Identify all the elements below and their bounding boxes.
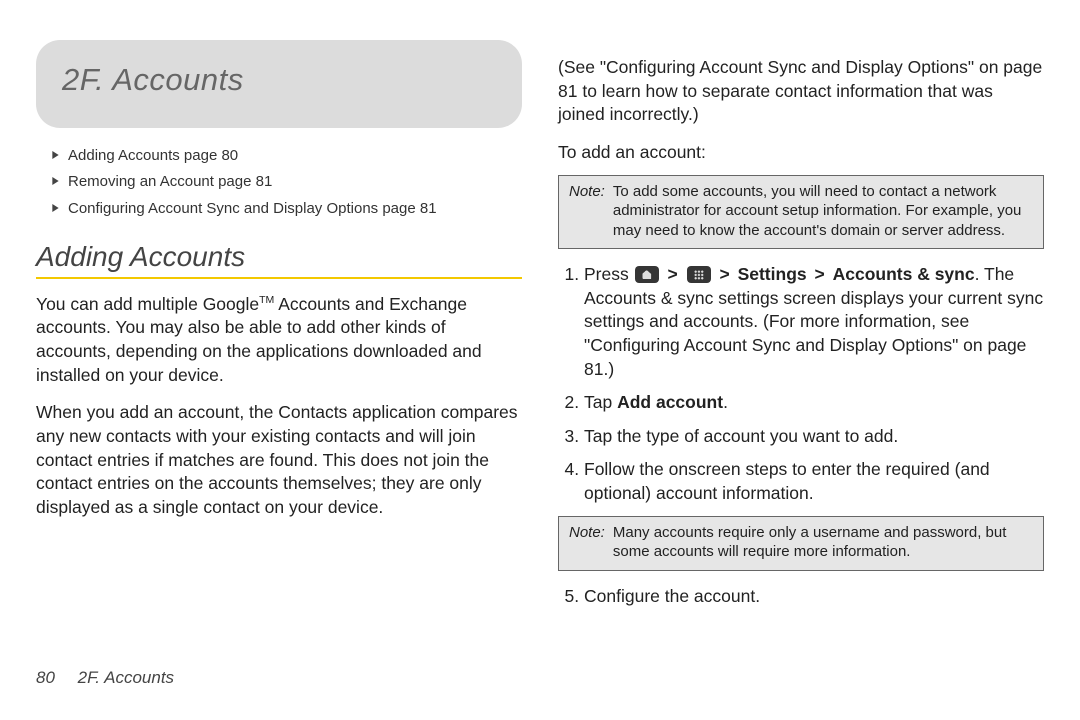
step-item: Configure the account. bbox=[584, 585, 1044, 609]
apps-button-icon bbox=[687, 266, 711, 283]
add-account-label: Add account bbox=[617, 392, 723, 412]
chevron-icon: > bbox=[719, 263, 729, 287]
page-content: 2F. Accounts Adding Accounts page 80 Rem… bbox=[0, 0, 1080, 628]
toc-item: Configuring Account Sync and Display Opt… bbox=[52, 199, 522, 219]
note-label: Note: bbox=[569, 523, 605, 562]
step-item: Tap the type of account you want to add. bbox=[584, 425, 1044, 449]
toc-item: Removing an Account page 81 bbox=[52, 172, 522, 192]
note-box: Note: Many accounts require only a usern… bbox=[558, 516, 1044, 571]
home-button-icon bbox=[635, 266, 659, 283]
section-rule bbox=[36, 277, 522, 279]
note-box: Note: To add some accounts, you will nee… bbox=[558, 175, 1044, 250]
footer-section: 2F. Accounts bbox=[78, 668, 174, 687]
text: . bbox=[723, 392, 728, 412]
right-column: (See "Configuring Account Sync and Displ… bbox=[540, 40, 1044, 618]
steps-list: Press > > Settings > Accounts & sync. Th… bbox=[558, 263, 1044, 506]
step-item: Tap Add account. bbox=[584, 391, 1044, 415]
step-item: Press > > Settings > Accounts & sync. Th… bbox=[584, 263, 1044, 381]
menu-path-settings: Settings bbox=[738, 264, 807, 284]
toc-list: Adding Accounts page 80 Removing an Acco… bbox=[36, 146, 522, 219]
section-title: Adding Accounts bbox=[36, 241, 522, 273]
page-number: 80 bbox=[36, 668, 55, 687]
steps-list-continued: Configure the account. bbox=[558, 585, 1044, 609]
menu-path-accounts-sync: Accounts & sync bbox=[833, 264, 975, 284]
left-column: 2F. Accounts Adding Accounts page 80 Rem… bbox=[36, 40, 540, 618]
chapter-title: 2F. Accounts bbox=[62, 62, 496, 98]
page-footer: 80 2F. Accounts bbox=[36, 668, 174, 688]
note-text: To add some accounts, you will need to c… bbox=[613, 182, 1033, 241]
note-label: Note: bbox=[569, 182, 605, 241]
lead-line: To add an account: bbox=[558, 141, 1044, 165]
chevron-icon: > bbox=[667, 263, 677, 287]
text: Tap bbox=[584, 392, 617, 412]
trademark: TM bbox=[259, 294, 274, 306]
step-item: Follow the onscreen steps to enter the r… bbox=[584, 458, 1044, 505]
text: You can add multiple Google bbox=[36, 294, 259, 314]
chevron-icon: > bbox=[815, 263, 825, 287]
toc-item: Adding Accounts page 80 bbox=[52, 146, 522, 166]
body-paragraph: You can add multiple GoogleTM Accounts a… bbox=[36, 293, 522, 388]
body-paragraph: When you add an account, the Contacts ap… bbox=[36, 401, 522, 519]
note-text: Many accounts require only a username an… bbox=[613, 523, 1033, 562]
text: Press bbox=[584, 264, 634, 284]
body-paragraph: (See "Configuring Account Sync and Displ… bbox=[558, 56, 1044, 127]
chapter-header-box: 2F. Accounts bbox=[36, 40, 522, 128]
